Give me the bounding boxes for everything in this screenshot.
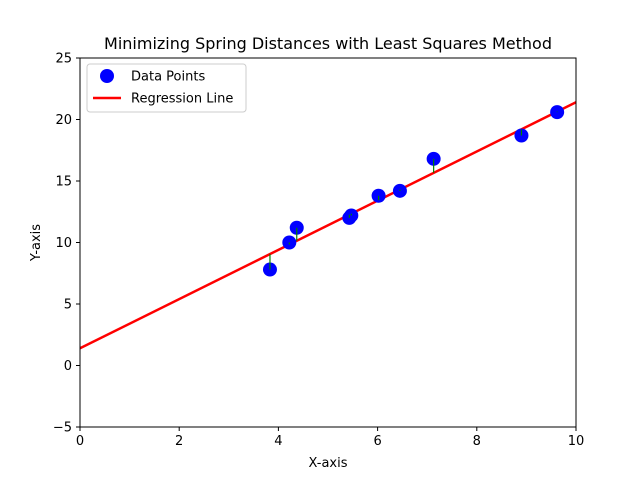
y-tick-label: 5 xyxy=(64,298,72,313)
x-tick-label: 8 xyxy=(473,434,481,449)
plot-area xyxy=(80,101,576,350)
x-tick-label: 4 xyxy=(274,434,282,449)
x-tick-label: 6 xyxy=(373,434,381,449)
x-tick-label: 2 xyxy=(175,434,183,449)
legend-marker-data-points xyxy=(100,69,114,83)
x-axis-label: X-axis xyxy=(309,456,348,471)
regression-line xyxy=(80,101,576,350)
x-tick-label: 0 xyxy=(76,434,84,449)
y-tick-label: 15 xyxy=(55,175,72,190)
y-tick-label: −5 xyxy=(53,421,72,436)
y-axis-label: Y-axis xyxy=(29,224,44,262)
legend: Data Points Regression Line xyxy=(86,63,247,113)
y-tick-label: 0 xyxy=(64,359,72,374)
x-tick-label: 10 xyxy=(568,434,585,449)
legend-label-regression-line: Regression Line xyxy=(131,92,233,107)
legend-box xyxy=(86,63,247,113)
legend-label-data-points: Data Points xyxy=(131,70,205,85)
axis-ticks: 0 2 4 6 8 10 −5 0 5 10 15 20 25 xyxy=(53,52,584,450)
axes-frame xyxy=(79,57,577,428)
chart-title: Minimizing Spring Distances with Least S… xyxy=(104,34,552,53)
y-tick-label: 10 xyxy=(55,236,72,251)
y-tick-label: 20 xyxy=(55,113,72,128)
y-tick-label: 25 xyxy=(55,52,72,67)
